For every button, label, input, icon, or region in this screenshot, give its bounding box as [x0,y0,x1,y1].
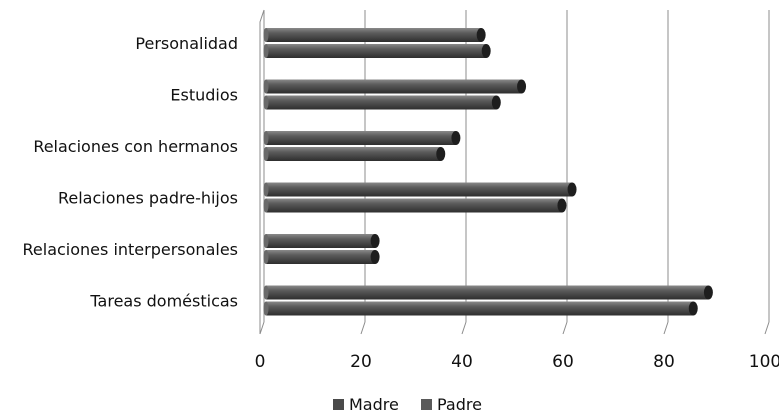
bar-padre-5 [263,301,698,316]
x-tick-label: 80 [653,352,675,372]
x-tick-label: 0 [255,352,266,372]
legend-swatch [333,399,344,410]
legend: Madre Padre [333,395,482,414]
bar-madre-1 [263,79,527,94]
left-wall-edge [259,9,265,334]
floor-gridline [562,321,568,335]
floor-gridline [663,321,669,335]
floor-gridline [259,321,265,335]
category-label: Tareas domésticas [89,292,238,311]
x-axis-ticks: 0 20 40 60 80 100 [255,352,779,372]
bar-padre-1 [263,95,501,110]
x-tick-label: 20 [350,352,372,372]
bar-madre-2 [263,131,461,145]
bar-padre-2 [263,147,446,161]
legend-swatch [421,399,432,410]
x-tick-label: 40 [451,352,473,372]
category-label: Personalidad [135,34,238,53]
category-labels: Personalidad Estudios Relaciones con herma… [23,34,238,311]
x-tick-label: 60 [552,352,574,372]
bar-madre-4 [263,234,380,248]
bars [263,28,713,316]
bar-padre-3 [263,198,567,213]
bar-madre-0 [263,28,486,42]
gridlines [259,9,770,335]
category-label: Relaciones con hermanos [33,137,238,156]
legend-label: Padre [437,395,482,414]
bar-madre-3 [263,182,577,197]
x-tick-label: 100 [749,352,779,372]
bar-padre-0 [263,44,491,58]
legend-label: Madre [349,395,399,414]
category-label: Relaciones padre-hijos [58,189,238,208]
bar-padre-4 [263,250,380,264]
category-label: Estudios [170,86,238,105]
floor-gridline [461,321,467,335]
bar-madre-5 [263,285,713,300]
floor-gridline [764,321,770,335]
floor-gridline [360,321,366,335]
category-label: Relaciones interpersonales [23,240,238,259]
